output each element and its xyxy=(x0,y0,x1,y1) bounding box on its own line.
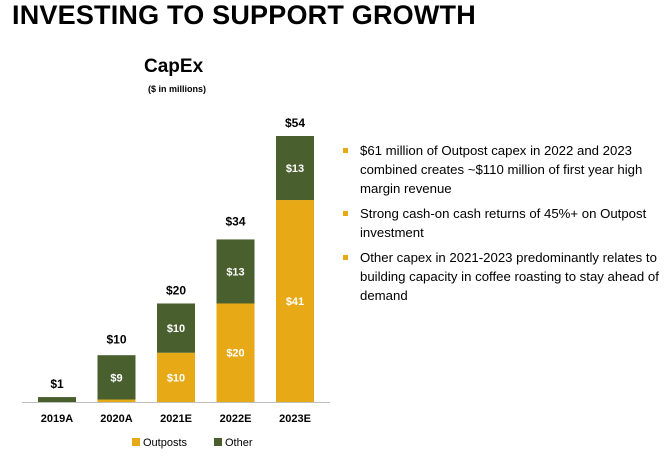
bar-outposts-2023E xyxy=(276,200,314,402)
bar-label-outposts-2021E: $10 xyxy=(167,372,185,384)
legend-label-outposts: Outposts xyxy=(143,437,188,449)
bar-label-other-2021E: $10 xyxy=(167,323,185,335)
bar-label-other-2020A: $9 xyxy=(110,372,122,384)
x-tick-label-2019A: 2019A xyxy=(41,413,73,425)
x-tick-label-2022E: 2022E xyxy=(220,413,252,425)
total-label-2019A: $1 xyxy=(50,377,64,391)
bullet-item: Strong cash-on cash returns of 45%+ on O… xyxy=(343,204,661,242)
bar-outposts-2022E xyxy=(216,303,255,402)
bullet-square-icon xyxy=(343,148,348,153)
total-label-2023E: $54 xyxy=(285,116,305,130)
bar-label-other-2023E: $13 xyxy=(286,163,304,175)
chart-subtitle: ($ in millions) xyxy=(148,84,207,94)
bullet-text: $61 million of Outpost capex in 2022 and… xyxy=(360,143,643,196)
total-label-2021E: $20 xyxy=(166,283,186,297)
total-label-2020A: $10 xyxy=(106,333,126,347)
bullet-square-icon xyxy=(343,255,348,260)
bullet-item: $61 million of Outpost capex in 2022 and… xyxy=(343,141,661,198)
bar-other-2022E xyxy=(216,239,255,304)
bar-other-2023E xyxy=(276,136,314,201)
page-title: INVESTING TO SUPPORT GROWTH xyxy=(12,0,476,30)
legend-label-other: Other xyxy=(225,437,253,449)
bar-other-2019A xyxy=(38,397,76,402)
bullet-list: $61 million of Outpost capex in 2022 and… xyxy=(343,141,661,311)
chart-title: CapEx xyxy=(144,56,204,77)
legend-swatch-outposts xyxy=(132,438,140,446)
bullet-item: Other capex in 2021-2023 predominantly r… xyxy=(343,248,661,305)
bar-outposts-2020A xyxy=(97,399,136,402)
bar-label-outposts-2022E: $20 xyxy=(226,348,244,360)
bar-other-2020A xyxy=(97,355,136,400)
bullet-text: Other capex in 2021-2023 predominantly r… xyxy=(360,250,659,303)
x-tick-label-2021E: 2021E xyxy=(160,413,192,425)
bullet-text: Strong cash-on cash returns of 45%+ on O… xyxy=(360,206,647,240)
x-tick-label-2020A: 2020A xyxy=(100,413,132,425)
legend-swatch-other xyxy=(214,438,222,446)
bar-label-outposts-2023E: $41 xyxy=(286,296,304,308)
bar-outposts-2021E xyxy=(157,352,195,402)
bar-label-other-2022E: $13 xyxy=(226,266,244,278)
total-label-2022E: $34 xyxy=(225,215,245,229)
x-tick-label-2023E: 2023E xyxy=(279,413,311,425)
bullet-square-icon xyxy=(343,211,348,216)
bar-other-2021E xyxy=(157,303,195,353)
